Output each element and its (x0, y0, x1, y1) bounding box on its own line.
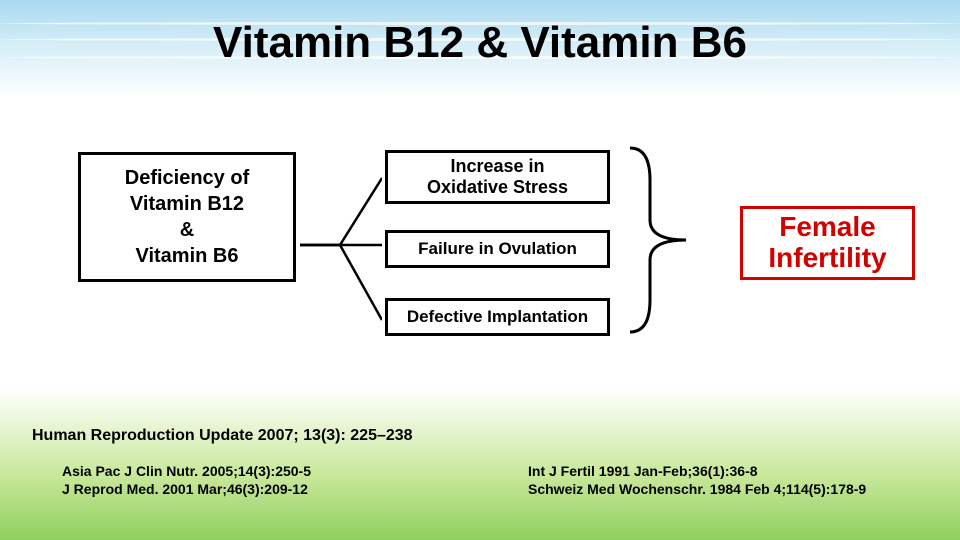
box-female-infertility-text: Female Infertility (768, 212, 886, 274)
box-female-infertility: Female Infertility (740, 206, 915, 280)
box-failure-ovulation-text: Failure in Ovulation (418, 239, 577, 259)
citation-left-block: Asia Pac J Clin Nutr. 2005;14(3):250-5 J… (62, 462, 311, 498)
connector-diverge (300, 160, 382, 330)
box-oxidative-stress: Increase in Oxidative Stress (385, 150, 610, 204)
connector-brace (618, 140, 728, 340)
box-deficiency: Deficiency of Vitamin B12 & Vitamin B6 (78, 152, 296, 282)
citation-left-1: Asia Pac J Clin Nutr. 2005;14(3):250-5 (62, 462, 311, 480)
box-defective-implantation: Defective Implantation (385, 298, 610, 336)
citation-left-2: J Reprod Med. 2001 Mar;46(3):209-12 (62, 480, 311, 498)
citation-right-2: Schweiz Med Wochenschr. 1984 Feb 4;114(5… (528, 480, 866, 498)
citation-main: Human Reproduction Update 2007; 13(3): 2… (32, 426, 413, 447)
citation-right-1: Int J Fertil 1991 Jan-Feb;36(1):36-8 (528, 462, 866, 480)
box-defective-implantation-text: Defective Implantation (407, 307, 588, 327)
slide-title: Vitamin B12 & Vitamin B6 (0, 18, 960, 68)
box-failure-ovulation: Failure in Ovulation (385, 230, 610, 268)
citation-right-block: Int J Fertil 1991 Jan-Feb;36(1):36-8 Sch… (528, 462, 866, 498)
box-deficiency-text: Deficiency of Vitamin B12 & Vitamin B6 (125, 165, 249, 269)
box-oxidative-stress-text: Increase in Oxidative Stress (427, 156, 568, 198)
